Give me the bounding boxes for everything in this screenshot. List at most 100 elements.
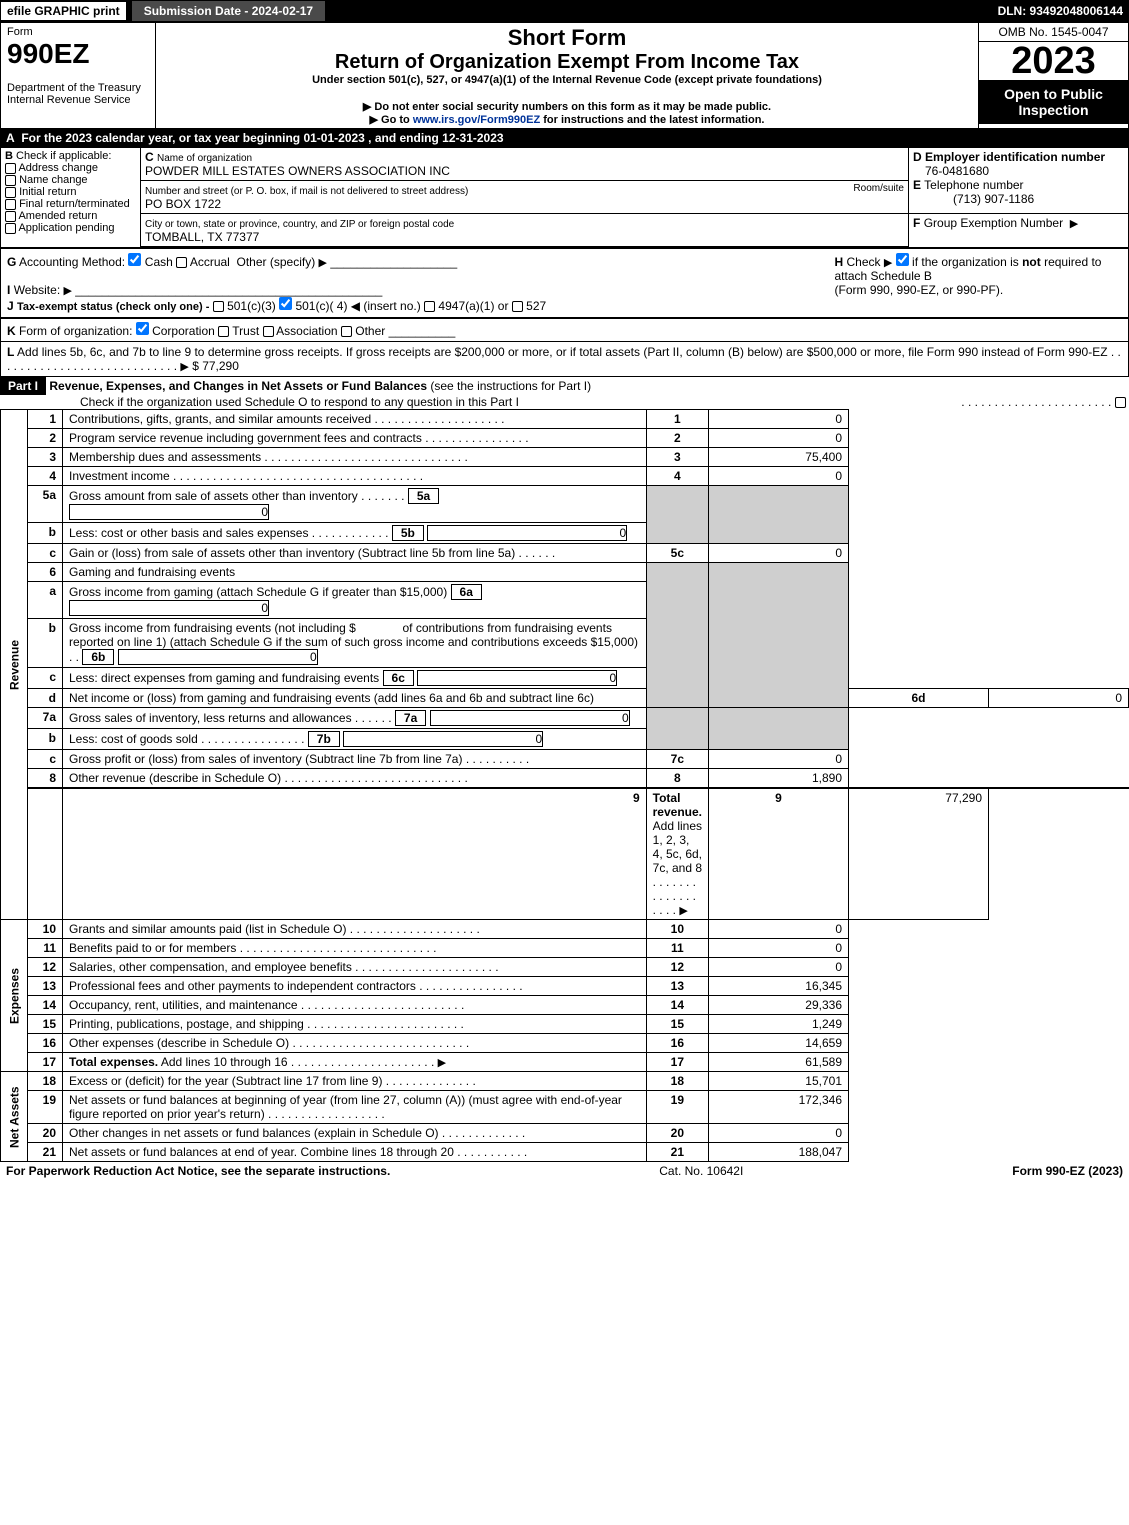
street-label: Number and street (or P. O. box, if mail… [145,186,468,197]
ln2-val: 0 [709,429,849,448]
line-l-text: Add lines 5b, 6c, and 7b to line 9 to de… [17,345,1108,359]
street-value: PO BOX 1722 [145,197,221,211]
ln16-box: 16 [646,1034,708,1053]
ln7c-box: 7c [646,750,708,769]
cash-label: Cash [145,255,173,269]
k-l-table: K Form of organization: Corporation Trus… [0,318,1129,377]
form-header-table: Form 990EZ Department of the Treasury In… [0,22,1129,129]
ln7b-innerval: 0 [343,731,543,747]
checkbox-501c3[interactable] [213,301,224,312]
501c3: 501(c)(3) [227,299,276,313]
arrow-icon [679,903,687,917]
checkbox-assoc[interactable] [263,326,274,337]
checkbox-sched-o[interactable] [1115,397,1126,408]
ln6a-num: a [49,584,56,598]
arrow-icon [319,255,327,269]
ln8-num: 8 [49,771,56,785]
ln18-num: 18 [43,1074,56,1088]
return-title: Return of Organization Exempt From Incom… [162,51,972,74]
accrual-label: Accrual [190,255,230,269]
ln6-num: 6 [49,565,56,579]
dept-treasury: Department of the Treasury [7,82,141,94]
checkbox-name-change[interactable] [5,175,16,186]
arrow-icon [180,359,188,373]
phone-label: Telephone number [924,178,1023,192]
irs-link[interactable]: www.irs.gov/Form990EZ [413,114,540,126]
assoc-label: Association [276,324,337,338]
ln16-val: 14,659 [709,1034,849,1053]
ln15-text: Printing, publications, postage, and shi… [69,1017,304,1031]
website-label: Website: [14,283,60,297]
name-change: Name change [19,174,88,186]
revenue-vlabel: Revenue [1,410,28,920]
ln13-num: 13 [43,979,56,993]
checkbox-4947[interactable] [424,301,435,312]
checkbox-corp[interactable] [136,322,149,335]
city-value: TOMBALL, TX 77377 [145,230,259,244]
527: 527 [526,299,546,313]
checkbox-527[interactable] [512,301,523,312]
ln15-num: 15 [43,1017,56,1031]
ln20-num: 20 [43,1126,56,1140]
ln7c-val: 0 [709,750,849,769]
checkbox-other-org[interactable] [341,326,352,337]
ln5b-num: b [49,525,56,539]
footer-right: Form 990-EZ (2023) [1012,1164,1123,1178]
ln5c-val: 0 [709,544,849,563]
ln5b-text: Less: cost or other basis and sales expe… [69,526,308,540]
ln2-text: Program service revenue including govern… [69,431,422,445]
checkbox-app-pending[interactable] [5,223,16,234]
ln4-num: 4 [49,469,56,483]
checkbox-final-return[interactable] [5,199,16,210]
ln17-box: 17 [646,1053,708,1072]
checkbox-h[interactable] [896,253,909,266]
4947a1: 4947(a)(1) or [438,299,508,313]
efile-print[interactable]: efile GRAPHIC print [0,1,127,21]
ln14-box: 14 [646,996,708,1015]
checkbox-trust[interactable] [218,326,229,337]
irs-label: Internal Revenue Service [7,94,131,106]
ln10-box: 10 [646,920,708,939]
arrow-icon [884,255,892,269]
ln14-num: 14 [43,998,56,1012]
ln5a-text: Gross amount from sale of assets other t… [69,489,358,503]
ln6c-text: Less: direct expenses from gaming and fu… [69,671,379,685]
arrow-icon [370,114,378,126]
ln12-text: Salaries, other compensation, and employ… [69,960,352,974]
ein-label: Employer identification number [925,150,1105,164]
net-assets-vlabel: Net Assets [1,1072,28,1162]
ln7a-innerval: 0 [430,710,630,726]
checkbox-initial-return[interactable] [5,187,16,198]
part-i-label: Part I [0,377,46,395]
phone-value: (713) 907-1186 [913,192,1034,206]
checkbox-cash[interactable] [128,253,141,266]
ln4-box: 4 [646,467,708,486]
submission-date: Submission Date - 2024-02-17 [131,0,326,22]
footer-left: For Paperwork Reduction Act Notice, see … [6,1164,390,1178]
ln6b-text1: Gross income from fundraising events (no… [69,621,356,635]
501c4: 501(c)( 4) [295,299,347,313]
ln12-box: 12 [646,958,708,977]
room-suite: Room/suite [853,183,904,194]
other-label: Other (specify) [237,255,316,269]
checkbox-accrual[interactable] [176,257,187,268]
ln10-num: 10 [43,922,56,936]
ln18-text: Excess or (deficit) for the year (Subtra… [69,1074,382,1088]
trust-label: Trust [232,324,259,338]
checkbox-amended-return[interactable] [5,211,16,222]
form-number: 990EZ [7,38,90,69]
ln21-text: Net assets or fund balances at end of ye… [69,1145,454,1159]
ln15-val: 1,249 [709,1015,849,1034]
entity-table: B Check if applicable: Address change Na… [0,147,1129,248]
ln5a-inner: 5a [408,488,439,504]
ssn-warning: Do not enter social security numbers on … [374,101,771,113]
ln6b-innerval: 0 [118,649,318,665]
checkbox-address-change[interactable] [5,163,16,174]
ln21-num: 21 [43,1145,56,1159]
ln7b-num: b [49,731,56,745]
insert-no: (insert no.) [363,299,420,313]
checkbox-501c[interactable] [279,297,292,310]
amended-return: Amended return [18,210,97,222]
ln12-val: 0 [709,958,849,977]
ln13-text: Professional fees and other payments to … [69,979,416,993]
